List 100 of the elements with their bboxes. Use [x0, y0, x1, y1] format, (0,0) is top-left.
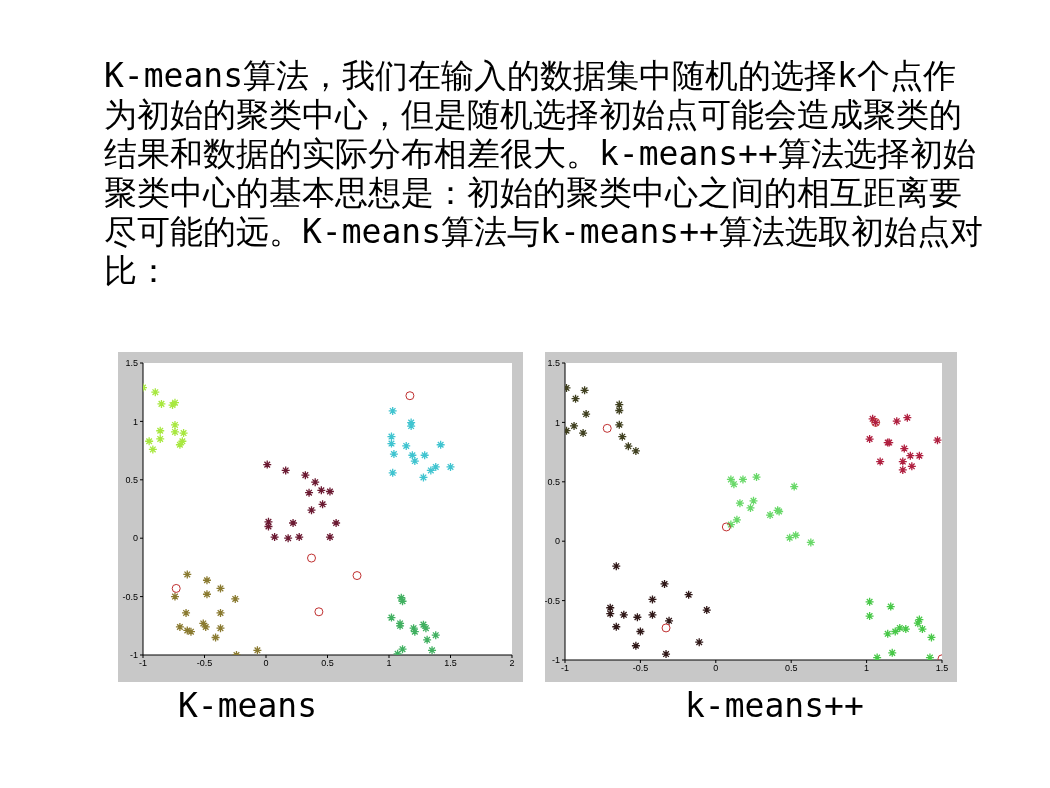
point: [661, 649, 671, 659]
point: [864, 597, 875, 607]
point: [901, 624, 911, 634]
point: [902, 413, 912, 423]
x-tick-label: 0.5: [784, 663, 798, 674]
point: [316, 485, 326, 495]
y-tick-label: 0.5: [125, 474, 138, 485]
point: [623, 441, 633, 451]
point: [864, 611, 875, 621]
text: K-means: [178, 686, 318, 725]
point: [304, 488, 314, 498]
point: [917, 624, 928, 634]
point: [155, 434, 165, 444]
point: [631, 446, 641, 456]
point: [401, 441, 411, 451]
point: [726, 474, 736, 485]
point: [581, 409, 591, 419]
point: [389, 449, 399, 459]
x-tick-label: 1.5: [444, 658, 457, 669]
point: [751, 472, 762, 482]
point: [215, 623, 226, 633]
point: [926, 632, 937, 643]
point: [605, 609, 615, 619]
point: [175, 440, 185, 450]
point: [570, 393, 581, 404]
point: [721, 522, 731, 532]
point: [789, 481, 799, 492]
point: [177, 436, 188, 446]
point: [314, 607, 324, 617]
x-tick-label: -0.5: [632, 663, 649, 674]
point: [420, 450, 430, 460]
point: [631, 641, 641, 651]
point: [386, 438, 397, 449]
point: [170, 427, 180, 437]
x-tick-label: 0: [713, 663, 719, 674]
point: [202, 575, 212, 585]
y-tick-label: -1: [129, 650, 138, 661]
x-tick-label: -0.5: [196, 658, 213, 669]
point: [405, 391, 415, 401]
point: [307, 553, 317, 563]
point: [269, 532, 280, 542]
point: [659, 579, 670, 589]
point: [806, 537, 816, 548]
point: [325, 486, 335, 497]
y-tick-label: 1: [554, 417, 560, 428]
y-tick-label: 0: [554, 536, 560, 547]
point: [410, 456, 420, 466]
point: [932, 435, 942, 445]
point: [352, 571, 362, 581]
point: [215, 608, 226, 618]
y-tick-label: 0: [132, 533, 138, 544]
point: [294, 532, 304, 542]
x-tick-label: 1.5: [935, 663, 949, 674]
point: [735, 498, 745, 508]
point: [144, 436, 154, 446]
point: [664, 616, 674, 626]
x-tick-label: 1: [864, 663, 870, 674]
point: [445, 462, 456, 472]
text: K-means算法，我们在输入的数据集中随机的选择k个点作为初始的聚类中心，但是随机选择初始点可能会造成聚类的结果和数据的实际分布相差很大。k-means++算法选择初始聚类中心的基本思想是：初始的聚类中心之间的相互距离要尽可能的远。K-means算法与k-means++算法选取初始点对比：: [104, 56, 984, 290]
point: [386, 612, 397, 623]
text: k-means++: [685, 686, 864, 725]
point: [925, 652, 935, 660]
point: [201, 622, 211, 632]
point: [886, 601, 896, 612]
point: [407, 450, 418, 460]
y-tick-label: 1.5: [547, 358, 560, 369]
point: [684, 590, 694, 600]
point: [170, 591, 180, 602]
point: [611, 622, 621, 632]
point: [647, 610, 658, 620]
point: [182, 625, 192, 636]
point: [175, 622, 185, 632]
point: [170, 420, 180, 430]
point: [325, 532, 335, 542]
point: [875, 456, 885, 467]
point: [635, 626, 646, 637]
point: [202, 589, 212, 599]
point: [914, 614, 925, 625]
point: [748, 496, 759, 506]
point: [155, 426, 165, 436]
point: [148, 444, 158, 455]
point: [579, 385, 590, 395]
point: [614, 399, 624, 410]
point: [632, 612, 643, 622]
point: [150, 387, 160, 397]
point: [418, 472, 429, 483]
point: [317, 499, 328, 509]
x-tick-label: 1: [386, 658, 392, 669]
point: [210, 632, 221, 643]
point: [198, 618, 208, 629]
point: [702, 605, 712, 615]
point: [388, 406, 398, 416]
point: [281, 465, 291, 476]
x-tick-label: 0: [263, 658, 269, 669]
point: [605, 603, 615, 613]
point: [578, 428, 588, 438]
point: [892, 416, 902, 426]
point: [300, 470, 311, 480]
point: [310, 477, 320, 487]
point: [386, 431, 397, 442]
